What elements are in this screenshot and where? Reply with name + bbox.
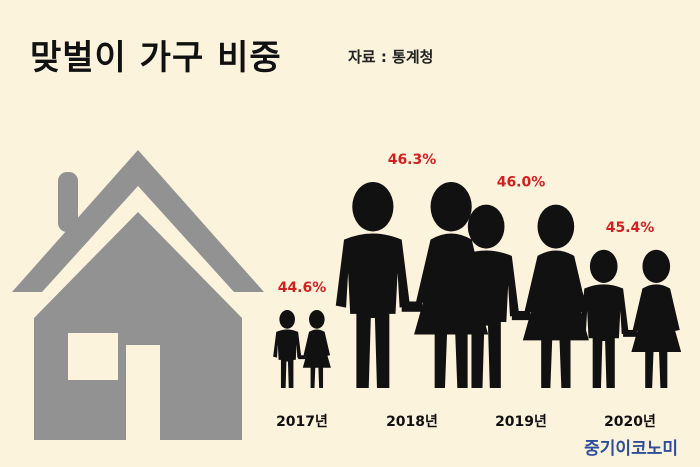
man-figure xyxy=(273,310,302,388)
year-label: 2020년 xyxy=(604,414,656,430)
page-title: 맞벌이 가구 비중 xyxy=(30,38,282,78)
couple-icon xyxy=(273,310,331,388)
year-label: 2018년 xyxy=(386,414,438,430)
joined-hands xyxy=(401,301,423,312)
year-label: 2017년 xyxy=(276,414,328,430)
man-figure xyxy=(578,249,629,388)
man-figure xyxy=(453,204,520,388)
woman-figure xyxy=(631,249,682,388)
man-figure xyxy=(335,182,410,388)
value-label: 46.0% xyxy=(497,175,546,191)
value-label: 44.6% xyxy=(278,280,327,296)
joined-hands xyxy=(298,355,306,360)
woman-figure xyxy=(522,204,589,388)
brand-logo: 중기이코노미 xyxy=(584,439,678,459)
joined-hands xyxy=(511,310,531,321)
value-label: 45.4% xyxy=(606,220,655,236)
woman-figure xyxy=(302,310,331,388)
couple-icon xyxy=(453,204,589,388)
couple-icon xyxy=(578,249,682,388)
house-icon xyxy=(12,150,264,440)
joined-hands xyxy=(623,329,637,337)
year-label: 2019년 xyxy=(495,414,547,430)
value-label: 46.3% xyxy=(388,152,437,168)
source-note: 자료 : 통계청 xyxy=(348,48,434,66)
